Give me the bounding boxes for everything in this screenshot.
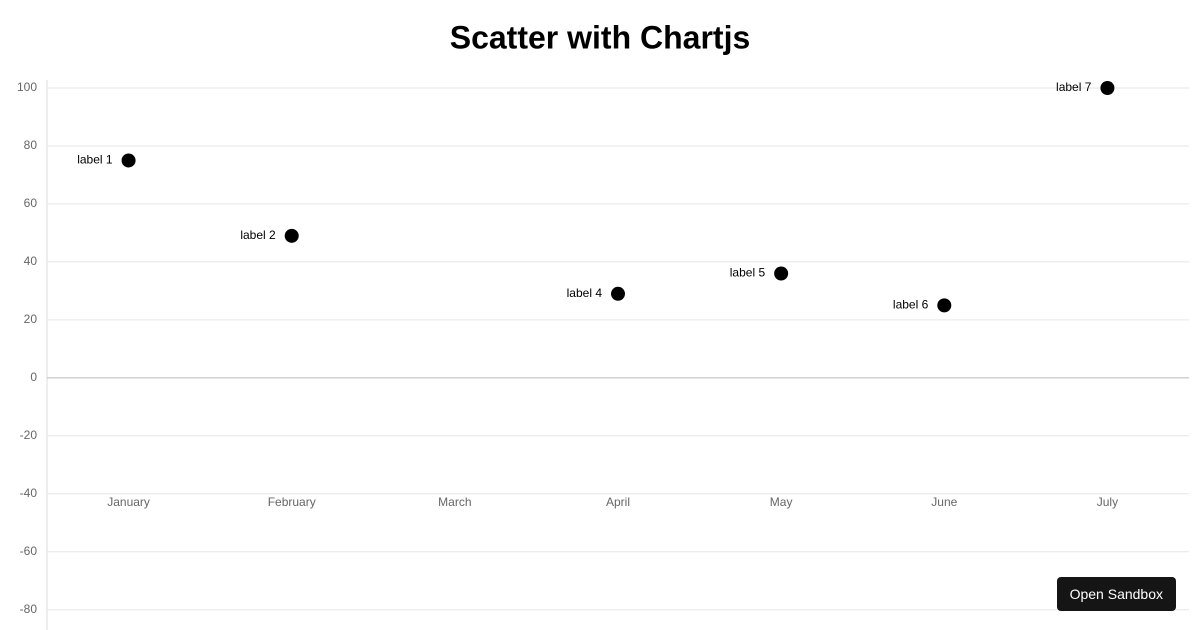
y-tick-label: 80	[24, 138, 38, 152]
point	[937, 298, 952, 313]
x-tick-label: February	[268, 495, 316, 509]
y-tick-label: -20	[20, 428, 38, 442]
y-tick-label: -80	[20, 602, 38, 616]
y-tick-label: 60	[24, 196, 38, 210]
x-tick-label: April	[606, 495, 630, 509]
point	[121, 153, 136, 168]
y-tick-label: 40	[24, 254, 38, 268]
y-tick-label: -40	[20, 486, 38, 500]
chart-title: Scatter with Chartjs	[450, 19, 751, 55]
x-tick-label: July	[1097, 495, 1118, 509]
y-tick-label: 0	[30, 370, 37, 384]
y-tick-label: 20	[24, 312, 38, 326]
point	[611, 286, 625, 301]
point	[1100, 81, 1115, 95]
point-label: label 2	[240, 228, 276, 242]
x-tick-label: May	[770, 495, 793, 509]
open-sandbox-button[interactable]: Open Sandbox	[1056, 577, 1176, 611]
point-label: label 5	[730, 266, 766, 280]
point	[774, 266, 789, 281]
y-tick-label: 100	[17, 80, 37, 94]
x-tick-label: March	[438, 495, 471, 509]
point-label: label 4	[567, 286, 603, 300]
point-label: label 1	[77, 153, 113, 167]
y-tick-label: -60	[20, 544, 38, 558]
x-tick-label: January	[107, 495, 150, 509]
point-label: label 6	[893, 298, 929, 312]
x-tick-label: June	[931, 495, 957, 509]
point-label: label 7	[1056, 80, 1092, 94]
point	[284, 228, 299, 243]
